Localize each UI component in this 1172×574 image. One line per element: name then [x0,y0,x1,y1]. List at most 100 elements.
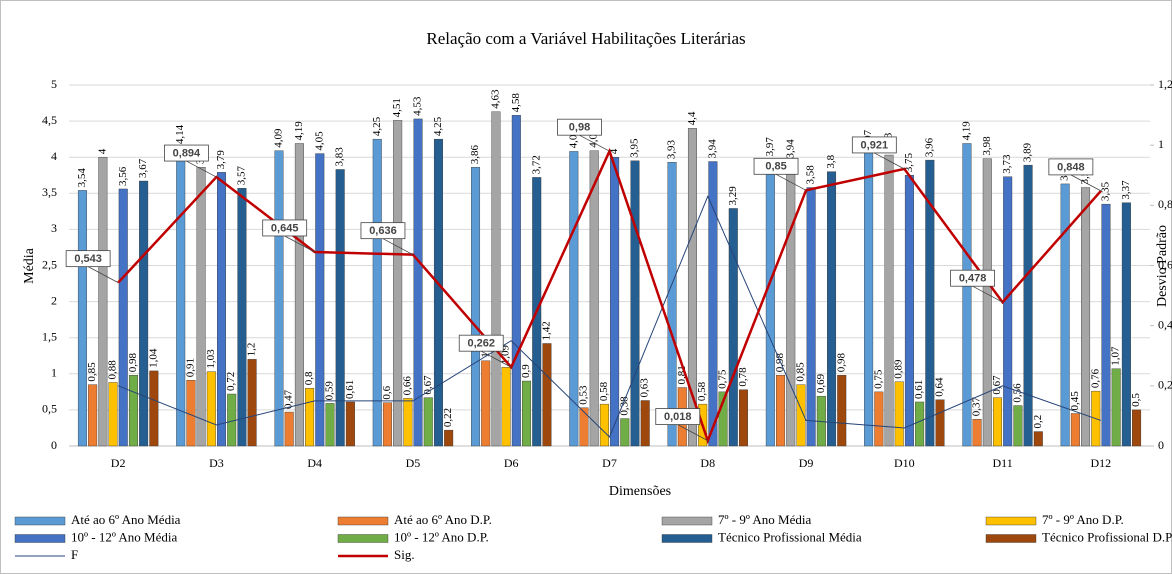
bar [776,375,786,447]
bar-value-label: 0,64 [934,377,946,397]
bar [196,167,206,447]
x-tick-label: D12 [1091,456,1112,470]
line-8 [117,195,1102,438]
bar [315,153,325,447]
legend-label: F [71,547,78,562]
bar [176,146,186,447]
bar [393,120,403,447]
y-tick-label: 3 [51,221,57,235]
bar [542,343,552,447]
bar [118,188,128,447]
bar-value-label: 0,98 [127,352,139,372]
bar [1111,368,1121,447]
bar-value-label: 0,85 [794,362,806,382]
bar [335,169,345,447]
bar-value-label: 0,98 [835,352,847,372]
line-value-label: 0,85 [765,161,786,173]
bar [630,160,640,447]
bar-value-label: 3,72 [530,155,542,174]
bar [640,400,650,447]
line-value-label: 0,478 [959,273,987,285]
legend-label: 7º - 9º Ano D.P. [1042,512,1124,527]
y-axis-title: Média [22,247,37,284]
bar [274,150,284,447]
y2-tick-label: 0,4 [1158,317,1172,331]
bar-value-label: 4,63 [489,89,501,109]
y-tick-label: 1 [51,366,57,380]
bar [108,382,118,447]
bar-value-label: 3,8 [825,154,837,168]
bar-value-label: 0,59 [324,381,336,401]
bar [569,151,579,447]
bar-value-label: 4,25 [371,116,383,136]
bar-value-label: 3,96 [923,137,935,157]
bar-value-label: 3,29 [727,186,739,206]
bar [522,380,532,447]
legend-label: Sig. [394,547,415,562]
bar [1023,164,1033,447]
bar-value-label: 4 [608,148,620,154]
label-leader [481,350,512,368]
bar-value-label: 0,67 [991,375,1003,395]
label-box [557,118,602,136]
bar [738,389,748,447]
bar-value-label: 0,5 [1130,393,1142,407]
bar [433,138,443,447]
bar [687,128,697,447]
bar [874,391,884,447]
line-value-label: 0,921 [861,139,889,151]
label-leader [972,285,1003,303]
bar-value-label: 0,75 [872,369,884,389]
bar-value-label: 0,75 [717,369,729,389]
bar-value-label: 3,98 [981,136,993,156]
bar-value-label: 0,37 [971,397,983,417]
label-box [950,269,995,287]
bar [610,156,620,447]
bar-value-label: 0,8 [303,371,315,385]
bar-value-label: 0,61 [344,380,356,399]
legend-label: Técnico Profissional Média [718,529,862,544]
y-tick-label: 0 [51,438,57,452]
label-box [753,157,799,175]
bar-value-label: 1,07 [1110,346,1122,366]
label-box [655,408,701,425]
bar [837,375,847,447]
label-box [851,136,897,154]
x-tick-label: D7 [602,456,617,470]
bar-value-label: 3,93 [666,140,678,160]
bar [1013,405,1023,447]
bar [806,187,816,447]
bar [217,172,227,447]
y2-tick-label: 0,8 [1158,197,1172,211]
bar [237,188,247,447]
bar-value-label: 0,2 [1032,415,1044,429]
bar [925,159,935,447]
bar-value-label: 0,58 [696,381,708,401]
x-tick-label: D6 [504,456,519,470]
bar [915,401,925,447]
bar-value-label: 0,76 [1089,368,1101,388]
legend-swatch [661,534,713,543]
bar [864,151,874,447]
bar [1101,203,1111,447]
bar [1060,183,1070,447]
bar-value-label: 0,6 [381,385,393,399]
label-box [262,219,308,237]
label-leader [186,160,217,178]
bar-value-label: 4,14 [174,124,186,144]
bar-value-label: 3,37 [1120,180,1132,200]
bar-value-label: 4,4 [686,111,698,125]
bar [904,175,914,447]
label-leader [87,266,119,284]
x-tick-label: D11 [992,456,1012,470]
bar [444,429,454,447]
bar-value-label: 4,19 [960,121,972,141]
y-tick-label: 4,5 [42,113,57,127]
bar [98,156,108,447]
bar-value-label: 0,78 [737,367,749,387]
bar [305,388,315,447]
legend-swatch [14,516,66,526]
line-value-label: 0,645 [271,222,299,234]
